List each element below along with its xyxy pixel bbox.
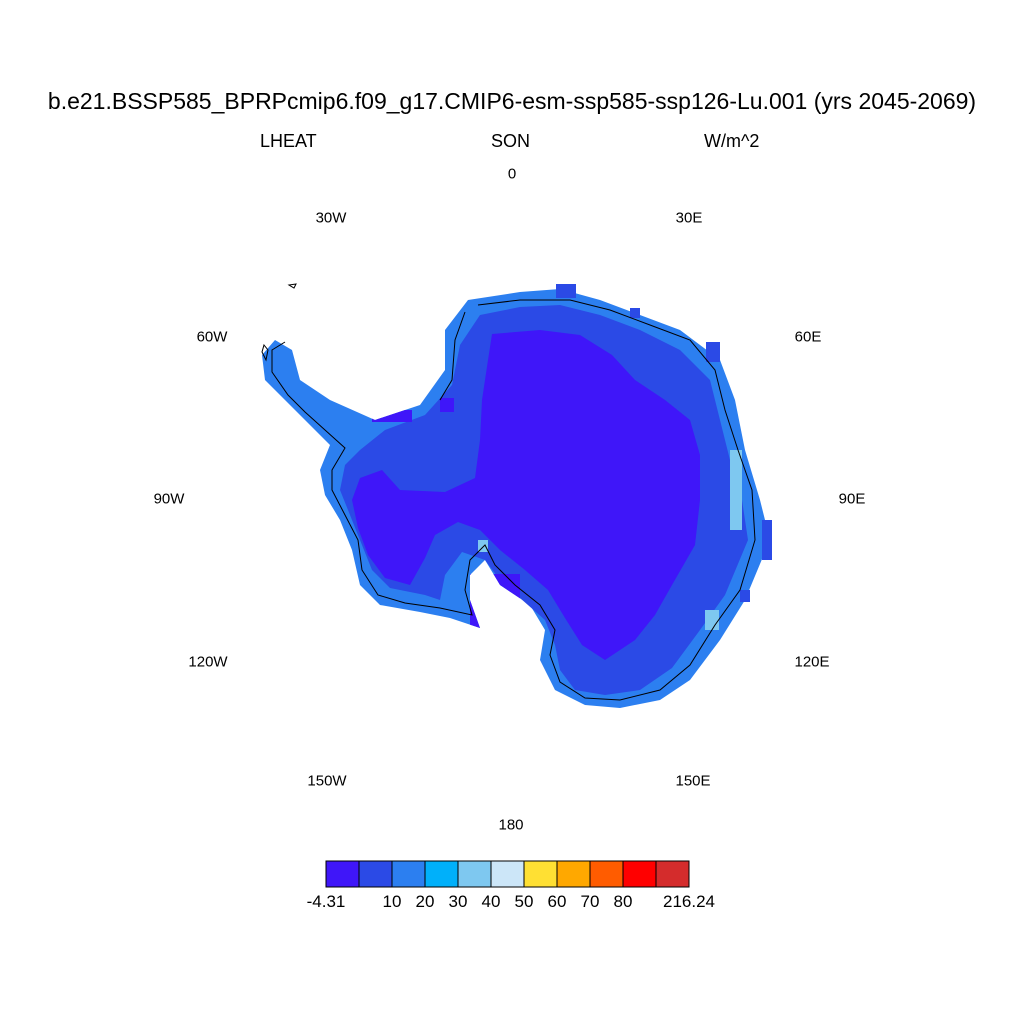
field-cell-min-10: [372, 410, 412, 422]
longitude-label-90w: 90W: [153, 490, 185, 508]
longitude-label-150w: 150W: [307, 772, 347, 790]
coastline: [261, 283, 756, 701]
variable-label: LHEAT: [260, 131, 317, 151]
field-cell-30-40: [478, 540, 488, 552]
colorbar-tick-label: 70: [580, 892, 600, 911]
colorbar: [325, 860, 690, 888]
longitude-label-30e: 30E: [675, 209, 703, 227]
field-cell-30-40: [730, 450, 742, 530]
longitude-label-180: 180: [498, 816, 524, 834]
colorbar-swatch: [358, 860, 393, 888]
colorbar-swatch: [556, 860, 591, 888]
longitude-label-30w: 30W: [315, 209, 347, 227]
longitude-label-60e: 60E: [794, 328, 822, 346]
field-cell-10-20: [740, 590, 750, 602]
colorbar-tick-label: 40: [481, 892, 501, 911]
colorbar-swatch: [655, 860, 690, 888]
colorbar-tick-label: 216.24: [663, 892, 715, 911]
colorbar-swatch: [325, 860, 360, 888]
colorbar-swatch: [622, 860, 657, 888]
season-label: SON: [491, 131, 531, 151]
longitude-label-120w: 120W: [188, 653, 228, 671]
colorbar-tick-label: 30: [448, 892, 468, 911]
longitude-label-0: 0: [507, 165, 517, 183]
field-cell-30-40: [705, 610, 719, 630]
colorbar-tick-label: 80: [613, 892, 633, 911]
colorbar-tick-label: 20: [415, 892, 435, 911]
plot-title: b.e21.BSSP585_BPRPcmip6.f09_g17.CMIP6-es…: [47, 88, 977, 114]
lheat-field: [262, 284, 772, 708]
longitude-label-60w: 60W: [196, 328, 228, 346]
longitude-label-120e: 120E: [794, 653, 830, 671]
colorbar-swatch: [424, 860, 459, 888]
units-label: W/m^2: [704, 131, 760, 151]
field-cell-10-20: [556, 284, 576, 298]
field-cell-10-20: [706, 342, 720, 362]
field-cell-min-10: [440, 398, 454, 412]
colorbar-tick-label: -4.31: [306, 892, 346, 911]
colorbar-swatch: [523, 860, 558, 888]
colorbar-tick-label: 50: [514, 892, 534, 911]
colorbar-tick-label: 60: [547, 892, 567, 911]
field-cell-10-20: [762, 520, 772, 560]
longitude-label-150e: 150E: [675, 772, 711, 790]
colorbar-tick-label: 10: [382, 892, 402, 911]
field-cell-10-20: [630, 308, 640, 318]
colorbar-swatch: [490, 860, 525, 888]
colorbar-swatch: [457, 860, 492, 888]
colorbar-swatch: [589, 860, 624, 888]
longitude-label-90e: 90E: [838, 490, 866, 508]
colorbar-swatch: [391, 860, 426, 888]
